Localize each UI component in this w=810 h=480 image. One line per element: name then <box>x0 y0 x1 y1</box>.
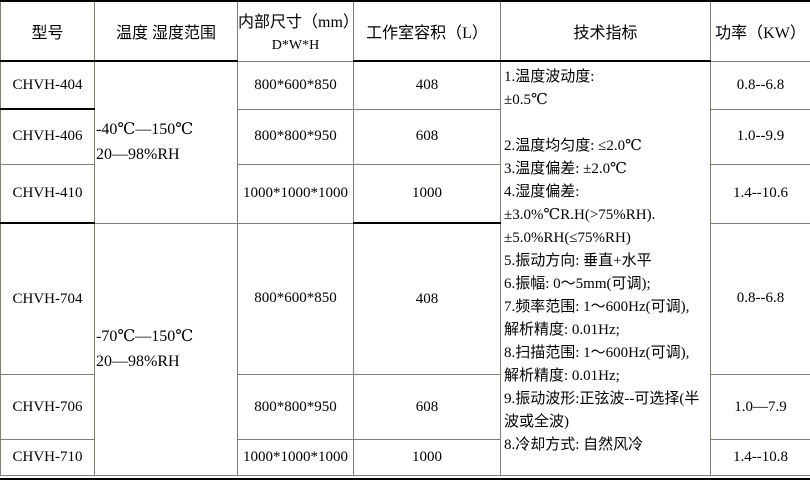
power-cell: 1.4--10.8 <box>710 439 810 476</box>
tech-spec-line: 8.冷却方式: 自然风冷 <box>504 437 644 453</box>
dimensions-cell: 800*800*950 <box>237 108 354 165</box>
header-row: 型号 温度 湿度范围 内部尺寸（mm） D*W*H 工作室容积（L） 技术指标 … <box>0 0 810 62</box>
volume-cell: 1000 <box>353 163 501 224</box>
tech-spec-line: 4.湿度偏差: <box>504 184 580 200</box>
tech-spec-line: 解析精度: 0.01Hz; <box>504 322 620 338</box>
volume-cell: 408 <box>353 222 501 375</box>
tech-spec-line: ±3.0%℃R.H(>75%RH). <box>504 207 656 223</box>
dimensions-cell: 1000*1000*1000 <box>237 163 354 224</box>
header-internal-dimensions: 内部尺寸（mm） D*W*H <box>237 0 359 62</box>
model-cell: CHVH-404 <box>0 60 95 110</box>
header-internal-dimensions-sub: D*W*H <box>271 38 320 54</box>
temp-range-cell: -40℃—150℃ 20—98%RH <box>94 60 238 224</box>
tech-spec-line: 9.振动波形:正弦波--可选择(半 <box>504 391 700 407</box>
humidity-range-line: 20—98%RH <box>96 353 180 371</box>
volume-cell: 608 <box>353 108 501 165</box>
tech-spec-line: 1.温度波动度: <box>504 69 595 85</box>
temp-range-cell: -70℃—150℃ 20—98%RH <box>94 222 238 476</box>
volume-cell: 608 <box>353 374 501 440</box>
tech-spec-line: 5.振动方向: 垂直+水平 <box>504 253 652 269</box>
tech-spec-line <box>504 112 708 135</box>
header-tech-specs: 技术指标 <box>500 0 711 62</box>
header-internal-dimensions-title: 内部尺寸（mm） <box>238 14 359 32</box>
dimensions-cell: 800*600*850 <box>237 60 354 110</box>
volume-cell: 408 <box>353 60 501 110</box>
power-cell: 1.4--10.6 <box>710 163 810 224</box>
temp-range-line: -70℃—150℃ <box>96 328 194 346</box>
power-cell: 1.0--9.9 <box>710 108 810 165</box>
tech-spec-line: 解析精度: 0.01Hz; <box>504 368 620 384</box>
dimensions-cell: 800*800*950 <box>237 374 354 440</box>
header-temp-humidity-range: 温度 湿度范围 <box>94 0 238 62</box>
temp-range-line: -40℃—150℃ <box>96 121 194 139</box>
tech-spec-line: 6.振幅: 0～5mm(可调); <box>504 276 651 292</box>
volume-cell: 1000 <box>353 439 501 476</box>
table-row: CHVH-710 1000*1000*1000 1000 1.4--10.8 <box>0 439 810 476</box>
header-power: 功率（KW） <box>710 0 810 62</box>
dimensions-cell: 1000*1000*1000 <box>237 439 354 476</box>
tech-spec-line: ±5.0%RH(≤75%RH) <box>504 230 631 246</box>
power-cell: 0.8--6.8 <box>710 60 810 110</box>
model-cell: CHVH-406 <box>0 108 95 165</box>
tech-spec-line: 8.扫描范围: 1～600Hz(可调), <box>504 345 690 361</box>
tech-spec-line: 2.温度均匀度: ≤2.0℃ <box>504 138 642 154</box>
tech-specs-cell: 1.温度波动度: ±0.5℃ 2.温度均匀度: ≤2.0℃ 3.温度偏差: ±2… <box>500 60 711 476</box>
power-cell: 0.8--6.8 <box>710 222 810 375</box>
tech-spec-line: 7.频率范围: 1～600Hz(可调), <box>504 299 690 315</box>
table-row: CHVH-706 800*800*950 608 1.0—7.9 <box>0 374 810 440</box>
model-cell: CHVH-710 <box>0 439 95 476</box>
tech-spec-line: 波或全波) <box>504 414 569 430</box>
table-row: CHVH-404 -40℃—150℃ 20—98%RH 800*600*850 … <box>0 60 810 476</box>
dimensions-cell: 800*600*850 <box>237 222 354 375</box>
model-cell: CHVH-704 <box>0 222 95 375</box>
tech-spec-line: ±0.5℃ <box>504 92 548 108</box>
tech-spec-line: 3.温度偏差: ±2.0℃ <box>504 161 627 177</box>
header-chamber-volume: 工作室容积（L） <box>353 0 501 62</box>
model-cell: CHVH-706 <box>0 374 95 440</box>
table-row: CHVH-410 1000*1000*1000 1000 1.4--10.6 <box>0 163 810 224</box>
header-model: 型号 <box>0 0 95 62</box>
model-cell: CHVH-410 <box>0 163 95 224</box>
table-row: CHVH-704 -70℃—150℃ 20—98%RH 800*600*850 … <box>0 222 810 476</box>
humidity-range-line: 20—98%RH <box>96 146 180 164</box>
power-cell: 1.0—7.9 <box>710 374 810 440</box>
table-row: CHVH-406 800*800*950 608 1.0--9.9 <box>0 108 810 165</box>
